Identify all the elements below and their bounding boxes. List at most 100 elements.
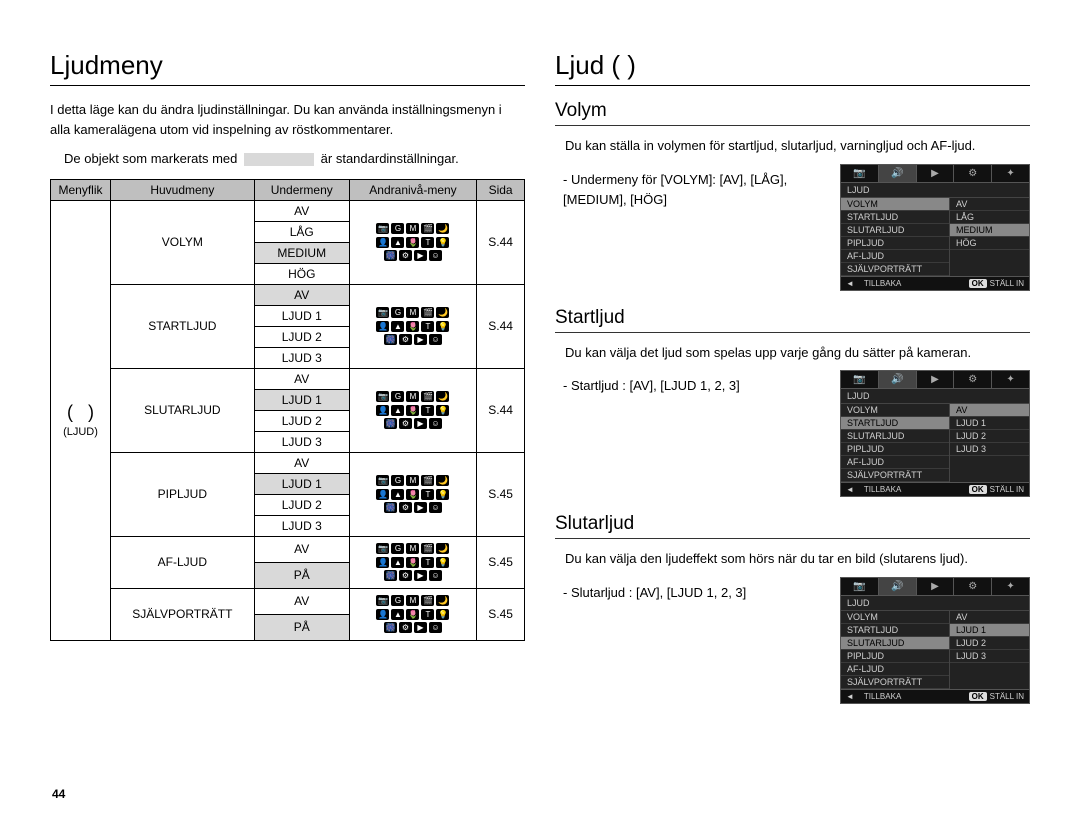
lcd-back[interactable]: TILLBAKA xyxy=(859,690,906,703)
mode-icon: 👤 xyxy=(376,405,389,416)
lcd-left-item[interactable]: SLUTARLJUD xyxy=(841,224,949,237)
mode-icon: ▶ xyxy=(414,250,427,261)
mode-icon: 🌙 xyxy=(436,391,449,402)
lcd-left-item[interactable]: PIPLJUD xyxy=(841,237,949,250)
intro-text: I detta läge kan du ändra ljudinställnin… xyxy=(50,100,525,139)
mode-icon: ▲ xyxy=(391,609,404,620)
lcd-tab[interactable]: ⚙ xyxy=(954,371,992,388)
table-header: Undermeny xyxy=(254,179,349,200)
lcd-tab[interactable]: ⚙ xyxy=(954,165,992,182)
submenu-cell: AV xyxy=(254,368,349,389)
lcd-tab[interactable]: 🔊 xyxy=(879,578,917,595)
lcd-back[interactable]: TILLBAKA xyxy=(859,483,906,496)
lcd-back[interactable]: TILLBAKA xyxy=(859,277,906,290)
submenu-cell: AV xyxy=(254,200,349,221)
lcd-left-item[interactable]: PIPLJUD xyxy=(841,443,949,456)
submenu-cell: AV xyxy=(254,284,349,305)
lcd-left-item[interactable]: VOLYM xyxy=(841,404,949,417)
lcd-tab[interactable]: ▶ xyxy=(917,578,955,595)
lcd-right-item[interactable]: AV xyxy=(950,611,1029,624)
back-arrow-icon[interactable]: ◄ xyxy=(841,483,859,496)
lcd-left-item[interactable]: VOLYM xyxy=(841,611,949,624)
mode-icon: ⚙ xyxy=(399,418,412,429)
submenu-cell: AV xyxy=(254,452,349,473)
lcd-left-item[interactable]: AF-LJUD xyxy=(841,250,949,263)
lcd-tab[interactable]: ✦ xyxy=(992,578,1029,595)
mode-icon: ▶ xyxy=(414,418,427,429)
lcd-left-item[interactable]: AF-LJUD xyxy=(841,456,949,469)
mode-cell: 📷GM🎬🌙👤▲🌷T💡🎆⚙▶☺ xyxy=(349,368,476,452)
lcd-tab[interactable]: ⚙ xyxy=(954,578,992,595)
lcd-right-item[interactable]: AV xyxy=(950,198,1029,211)
mode-icon: 🌙 xyxy=(436,543,449,554)
back-arrow-icon[interactable]: ◄ xyxy=(841,277,859,290)
submenu-cell: LJUD 3 xyxy=(254,515,349,536)
lcd-left-item[interactable]: STARTLJUD xyxy=(841,624,949,637)
menu-table: MenyflikHuvudmenyUndermenyAndranivå-meny… xyxy=(50,179,525,641)
mode-icon-grid: 📷GM🎬🌙👤▲🌷T💡🎆⚙▶☺ xyxy=(375,390,450,430)
lcd-tab[interactable]: 📷 xyxy=(841,371,879,388)
mode-icon: 📷 xyxy=(376,475,389,486)
section-bullet: - Slutarljud : [AV], [LJUD 1, 2, 3] xyxy=(563,583,826,604)
mode-icon: ▶ xyxy=(414,502,427,513)
mode-icon: 💡 xyxy=(436,237,449,248)
submenu-cell: PÅ xyxy=(254,562,349,588)
lcd-left-item[interactable]: SLUTARLJUD xyxy=(841,430,949,443)
lcd-ok[interactable]: OKSTÄLL IN xyxy=(964,277,1029,290)
lcd-tab[interactable]: ▶ xyxy=(917,371,955,388)
lcd-tab[interactable]: 🔊 xyxy=(879,371,917,388)
lcd-tab[interactable]: 📷 xyxy=(841,165,879,182)
lcd-left-item[interactable]: STARTLJUD xyxy=(841,211,949,224)
lcd-right-item[interactable]: LJUD 1 xyxy=(950,417,1029,430)
section-desc: Du kan välja den ljudeffekt som hörs när… xyxy=(565,549,1030,569)
lcd-tab[interactable]: ▶ xyxy=(917,165,955,182)
lcd-left-item[interactable]: SLUTARLJUD xyxy=(841,637,949,650)
lcd-right-item[interactable]: LÅG xyxy=(950,211,1029,224)
submenu-cell: LJUD 1 xyxy=(254,389,349,410)
lcd-right-item[interactable]: HÖG xyxy=(950,237,1029,250)
lcd-left-item[interactable]: SJÄLVPORTRÄTT xyxy=(841,263,949,276)
lcd-tab[interactable]: ✦ xyxy=(992,165,1029,182)
mode-icon: M xyxy=(406,307,419,318)
submenu-cell: LJUD 2 xyxy=(254,494,349,515)
lcd-right-item[interactable]: LJUD 3 xyxy=(950,443,1029,456)
lcd-right-item[interactable]: LJUD 3 xyxy=(950,650,1029,663)
mode-icon: 🎆 xyxy=(384,250,397,261)
submenu-cell: LJUD 1 xyxy=(254,473,349,494)
mode-icon: T xyxy=(421,489,434,500)
lcd-right-item[interactable]: LJUD 2 xyxy=(950,430,1029,443)
mode-icon: 💡 xyxy=(436,557,449,568)
lcd-right-item[interactable]: MEDIUM xyxy=(950,224,1029,237)
main-menu-cell: VOLYM xyxy=(111,200,255,284)
lcd-right-item[interactable]: AV xyxy=(950,404,1029,417)
lcd-tab[interactable]: 🔊 xyxy=(879,165,917,182)
page-cell: S.44 xyxy=(477,200,525,284)
lcd-right-item[interactable]: LJUD 2 xyxy=(950,637,1029,650)
lcd-left-item[interactable]: SJÄLVPORTRÄTT xyxy=(841,676,949,689)
lcd-ok[interactable]: OKSTÄLL IN xyxy=(964,690,1029,703)
mode-icon-grid: 📷GM🎬🌙👤▲🌷T💡🎆⚙▶☺ xyxy=(375,542,450,582)
section-bullet: - Startljud : [AV], [LJUD 1, 2, 3] xyxy=(563,376,826,397)
lcd-left-item[interactable]: AF-LJUD xyxy=(841,663,949,676)
section-block: StartljudDu kan välja det ljud som spela… xyxy=(555,307,1030,498)
lcd-left-item[interactable]: VOLYM xyxy=(841,198,949,211)
mode-cell: 📷GM🎬🌙👤▲🌷T💡🎆⚙▶☺ xyxy=(349,588,476,640)
lcd-ok[interactable]: OKSTÄLL IN xyxy=(964,483,1029,496)
lcd-left-item[interactable]: PIPLJUD xyxy=(841,650,949,663)
mode-icon: 👤 xyxy=(376,489,389,500)
back-arrow-icon[interactable]: ◄ xyxy=(841,690,859,703)
mode-icon: G xyxy=(391,543,404,554)
mode-icon: 📷 xyxy=(376,391,389,402)
mode-icon: 🎆 xyxy=(384,334,397,345)
mode-icon: 🎬 xyxy=(421,223,434,234)
mode-icon-grid: 📷GM🎬🌙👤▲🌷T💡🎆⚙▶☺ xyxy=(375,222,450,262)
section-bullet: - Undermeny för [VOLYM]: [AV], [LÅG], [M… xyxy=(563,170,826,212)
lcd-left-item[interactable]: STARTLJUD xyxy=(841,417,949,430)
lcd-right-item[interactable]: LJUD 1 xyxy=(950,624,1029,637)
mode-icon: 🌙 xyxy=(436,223,449,234)
lcd-left-item[interactable]: SJÄLVPORTRÄTT xyxy=(841,469,949,482)
mode-icon: 🎆 xyxy=(384,570,397,581)
table-header: Andranivå-meny xyxy=(349,179,476,200)
lcd-tab[interactable]: ✦ xyxy=(992,371,1029,388)
lcd-tab[interactable]: 📷 xyxy=(841,578,879,595)
